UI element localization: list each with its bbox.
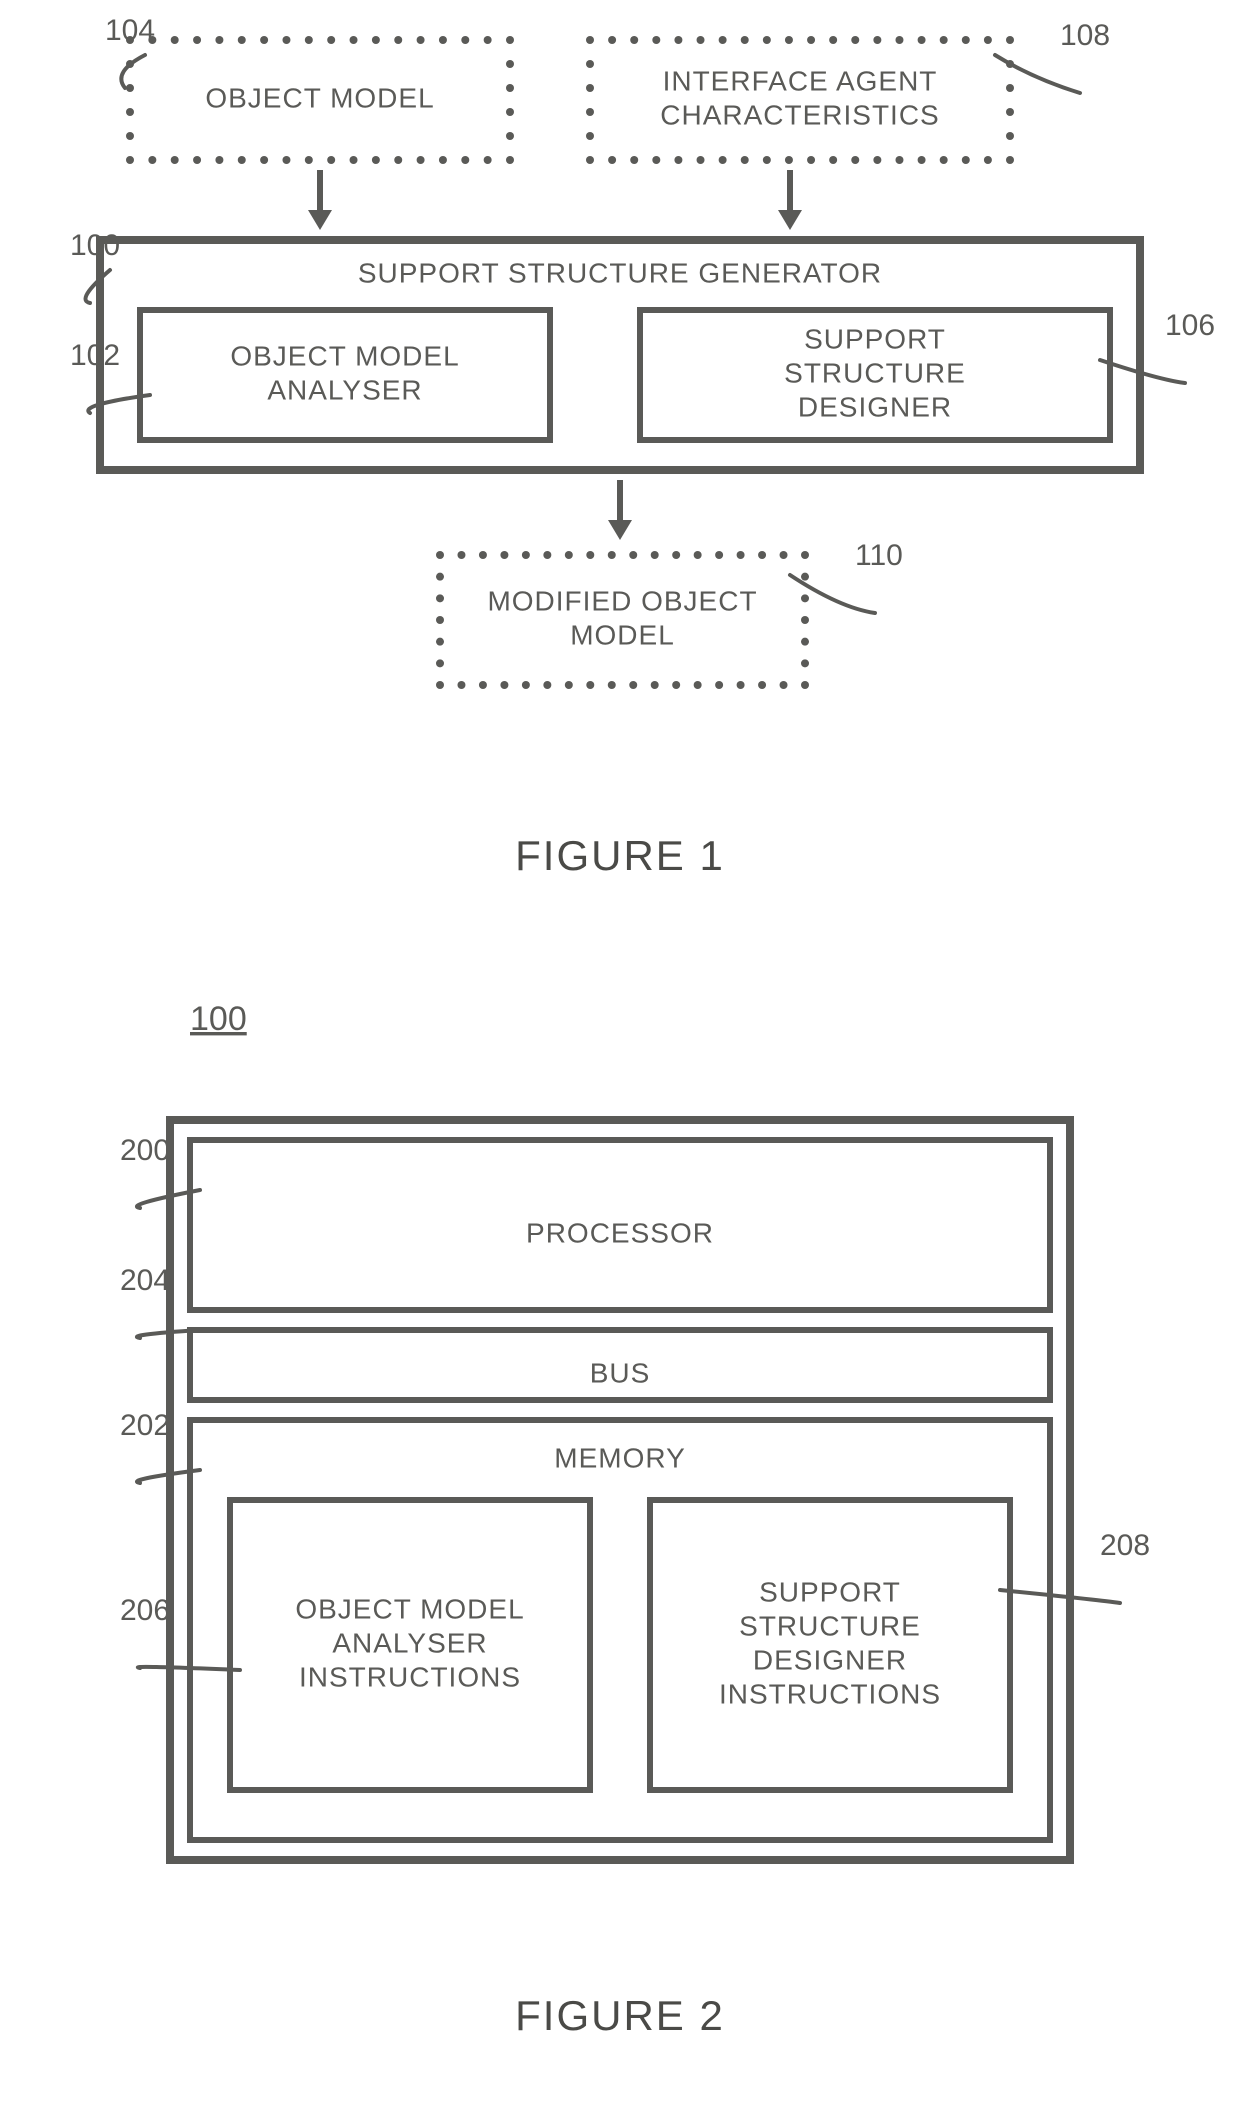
label-n208: STRUCTURE [739,1610,921,1641]
ref-108-label: 108 [1060,19,1110,52]
label-n204: BUS [590,1357,651,1388]
label-n202: MEMORY [554,1442,686,1473]
label-n104: OBJECT MODEL [205,82,434,113]
fig1-arrow-2 [608,480,632,540]
label-n106: STRUCTURE [784,357,966,388]
label-n206: ANALYSER [332,1627,487,1658]
label-n102: OBJECT MODEL [230,340,459,371]
ref-208-label: 208 [1100,1529,1150,1562]
fig1-arrow-0 [308,170,332,230]
label-n106: SUPPORT [804,323,946,354]
label-n106: DESIGNER [798,391,952,422]
ref-204-label: 204 [120,1264,170,1297]
label-n208: INSTRUCTIONS [719,1678,941,1709]
label-n102: ANALYSER [267,374,422,405]
fig1-arrow-1 [778,170,802,230]
ref-102-label: 102 [70,339,120,372]
ref-100-underlined: 100 [190,1000,247,1038]
diagram-canvas: OBJECT MODEL 104 INTERFACE AGENTCHARACTERI… [0,0,1240,2103]
label-n100: SUPPORT STRUCTURE GENERATOR [358,257,882,288]
ref-200-label: 200 [120,1134,170,1167]
label-n208: SUPPORT [759,1576,901,1607]
label-n110: MODEL [570,619,675,650]
label-n206: INSTRUCTIONS [299,1661,521,1692]
label-n108: INTERFACE AGENT [663,65,938,96]
figure-1-caption: FIGURE 1 [515,832,725,879]
ref-206-label: 206 [120,1594,170,1627]
ref-108: 108 [995,19,1110,93]
ref-104: 104 [105,14,155,88]
ref-206: 206 [120,1594,240,1670]
ref-100-label: 100 [70,229,120,262]
ref-208: 208 [1000,1529,1150,1603]
figure-2-caption: FIGURE 2 [515,1992,725,2039]
label-n110: MODIFIED OBJECT [487,585,757,616]
label-n200: PROCESSOR [526,1217,714,1248]
label-n206: OBJECT MODEL [295,1593,524,1624]
ref-106-label: 106 [1165,309,1215,342]
label-n208: DESIGNER [753,1644,907,1675]
ref-106: 106 [1100,309,1215,383]
ref-100: 100 [70,229,120,303]
ref-202-label: 202 [120,1409,170,1442]
ref-110-label: 110 [855,539,903,572]
ref-104-label: 104 [105,14,155,47]
box-n202 [190,1420,1050,1840]
label-n108: CHARACTERISTICS [660,99,939,130]
